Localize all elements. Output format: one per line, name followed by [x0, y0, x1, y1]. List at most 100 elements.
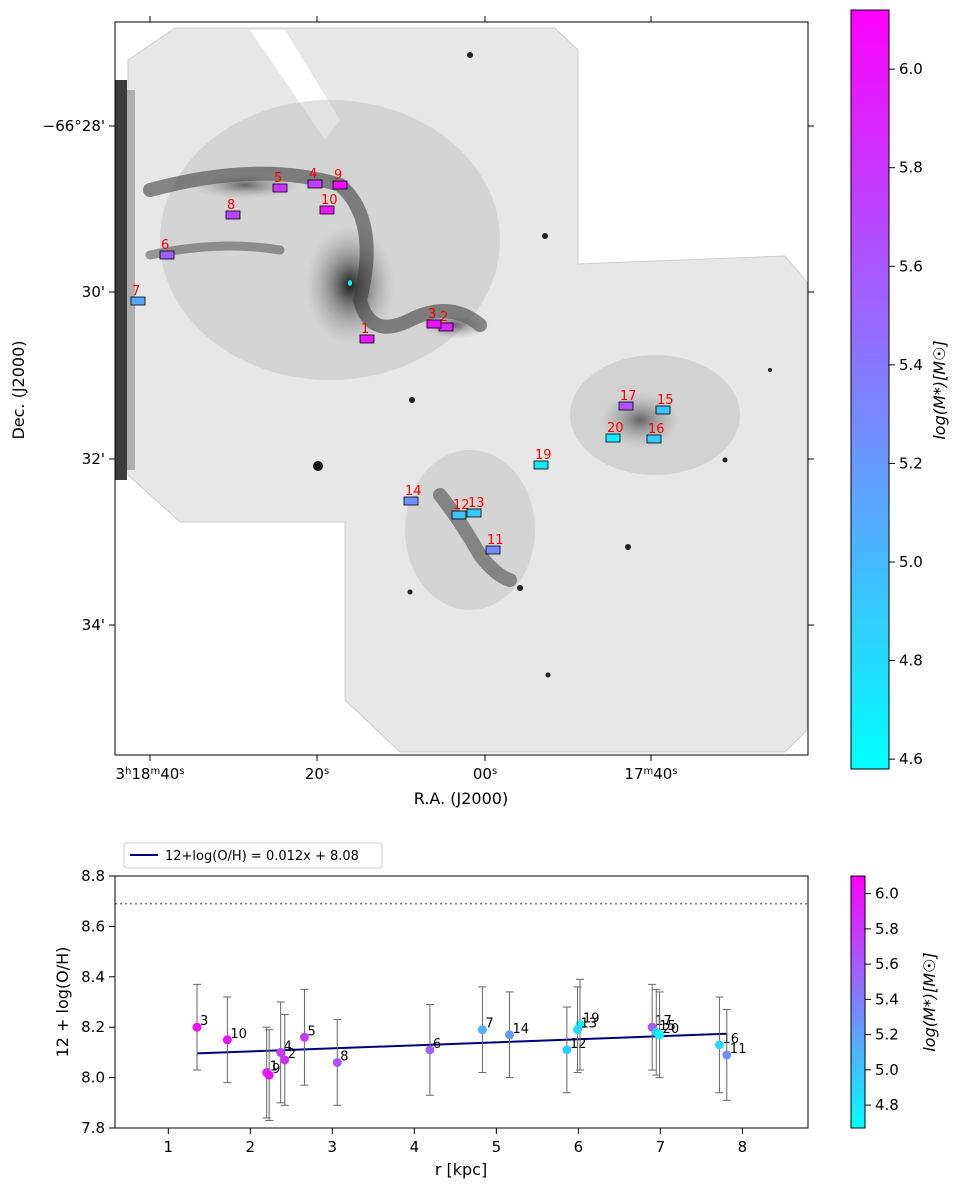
region-box: [451, 510, 467, 520]
region-label: 8: [227, 198, 235, 213]
colorbar-tick-label: 6.0: [899, 60, 923, 78]
ra-tick-label: 20s: [305, 765, 329, 783]
image-colorbar: 4.6 4.8 5.0 5.2 5.4 5.6 5.8 6.0 log(M*)[M☉]: [850, 9, 949, 770]
data-point-label: 10: [230, 1027, 247, 1042]
plot-ylabel: 12 + log(O/H): [53, 947, 72, 1058]
ra-tick-label: 17m40s: [624, 765, 677, 783]
data-point-label: 12: [570, 1037, 587, 1052]
data-point: 14: [504, 991, 529, 1079]
dec-tick-label: 34': [82, 616, 105, 634]
region-box: [485, 545, 501, 555]
data-point: 13: [573, 986, 598, 1074]
legend-label: 12+log(O/H) = 0.012x + 8.08: [165, 849, 359, 864]
region-label: 15: [657, 393, 674, 408]
data-point-label: 7: [485, 1017, 493, 1032]
colorbar-tick-label: 5.0: [899, 553, 923, 571]
region-box: [359, 334, 375, 344]
plot-axes-border: [114, 875, 809, 1129]
legend-box: [123, 842, 383, 869]
region-label: 2: [440, 310, 448, 325]
x-tick-label: 6: [574, 1138, 584, 1156]
region-box: [130, 296, 146, 306]
plot-xlabel: r [kpc]: [435, 1160, 487, 1179]
data-point: 11: [722, 1009, 747, 1101]
data-point-label: 4: [284, 1039, 292, 1054]
data-point: 2: [280, 1014, 296, 1106]
colorbar-tick-label: 5.6: [899, 257, 923, 275]
image-axes-border: [114, 21, 809, 756]
image-colorbar-gradient: [850, 9, 890, 770]
region-label: 20: [607, 421, 624, 436]
region-label: 14: [405, 484, 422, 499]
region-box: [426, 319, 442, 329]
region-box: [605, 433, 621, 443]
plot-axis-ticks: 1 2 3 4 5 6 7 87.88.08.28.48.68.8: [81, 867, 747, 1156]
region-label: 19: [535, 448, 552, 463]
data-point-label: 20: [663, 1022, 680, 1037]
data-point: 7: [477, 986, 494, 1074]
data-marker: [425, 1045, 435, 1055]
region-label: 10: [321, 193, 338, 208]
data-point-label: 13: [581, 1017, 598, 1032]
legend: 12+log(O/H) = 0.012x + 8.08: [123, 842, 383, 869]
colorbar-tick-label: 5.8: [875, 920, 899, 938]
data-point: 8: [332, 1019, 349, 1106]
colorbar-tick-label: 5.4: [899, 356, 923, 374]
dec-tick-label: 32': [82, 450, 105, 468]
data-point: 6: [425, 1004, 441, 1096]
region-label: 16: [648, 422, 665, 437]
region-box: [533, 460, 549, 470]
data-marker: [222, 1035, 232, 1045]
data-point-label: 15: [659, 1019, 676, 1034]
x-tick-label: 3: [328, 1138, 338, 1156]
x-tick-label: 1: [164, 1138, 174, 1156]
region-box: [319, 205, 335, 215]
data-point: 10: [222, 996, 247, 1084]
region-box: [307, 179, 323, 189]
x-tick-label: 7: [656, 1138, 666, 1156]
colorbar-tick-label: 5.0: [875, 1061, 899, 1079]
region-label: 13: [468, 496, 485, 511]
region-label: 7: [132, 284, 140, 299]
colorbar-tick-label: 5.2: [899, 454, 923, 472]
region-box: [646, 434, 662, 444]
data-marker: [280, 1055, 290, 1065]
data-point: 9: [264, 1029, 280, 1121]
region-box: [159, 250, 175, 260]
colorbar-tick-label: 4.8: [899, 652, 923, 670]
data-point: 20: [655, 991, 680, 1079]
data-point-label: 1: [270, 1060, 278, 1075]
image-xlabel: R.A. (J2000): [414, 789, 508, 808]
data-point: 4: [276, 1001, 292, 1104]
colorbar-tick-label: 5.6: [875, 955, 899, 973]
y-tick-label: 8.8: [81, 867, 105, 885]
image-colorbar-ticks: 4.6 4.8 5.0 5.2 5.4 5.6 5.8 6.0: [889, 60, 923, 768]
data-marker: [655, 1030, 665, 1040]
data-marker: [276, 1047, 286, 1057]
region-label: 3: [428, 307, 436, 322]
x-tick-label: 2: [246, 1138, 256, 1156]
image-ylabel: Dec. (J2000): [9, 340, 28, 439]
data-point: 3: [192, 983, 208, 1071]
x-tick-label: 5: [492, 1138, 502, 1156]
data-marker: [504, 1030, 514, 1040]
plot-axes-frame: [115, 876, 808, 1128]
data-point-label: 11: [730, 1042, 747, 1057]
y-tick-label: 7.8: [81, 1119, 105, 1137]
plot-colorbar-ticks: 4.8 5.0 5.2 5.4 5.6 5.8 6.0: [865, 885, 899, 1114]
region-box: [403, 496, 419, 506]
data-point-label: 14: [512, 1022, 529, 1037]
data-point-label: 2: [288, 1047, 296, 1062]
region-box: [466, 508, 482, 518]
region-box: [225, 210, 241, 220]
plot-colorbar-label: log(M*)[M☉]: [920, 952, 939, 1051]
data-point-label: 3: [200, 1014, 208, 1029]
data-point: 5: [299, 988, 316, 1086]
data-marker: [299, 1032, 309, 1042]
data-point-label: 19: [583, 1012, 600, 1027]
colorbar-tick-label: 5.2: [875, 1026, 899, 1044]
